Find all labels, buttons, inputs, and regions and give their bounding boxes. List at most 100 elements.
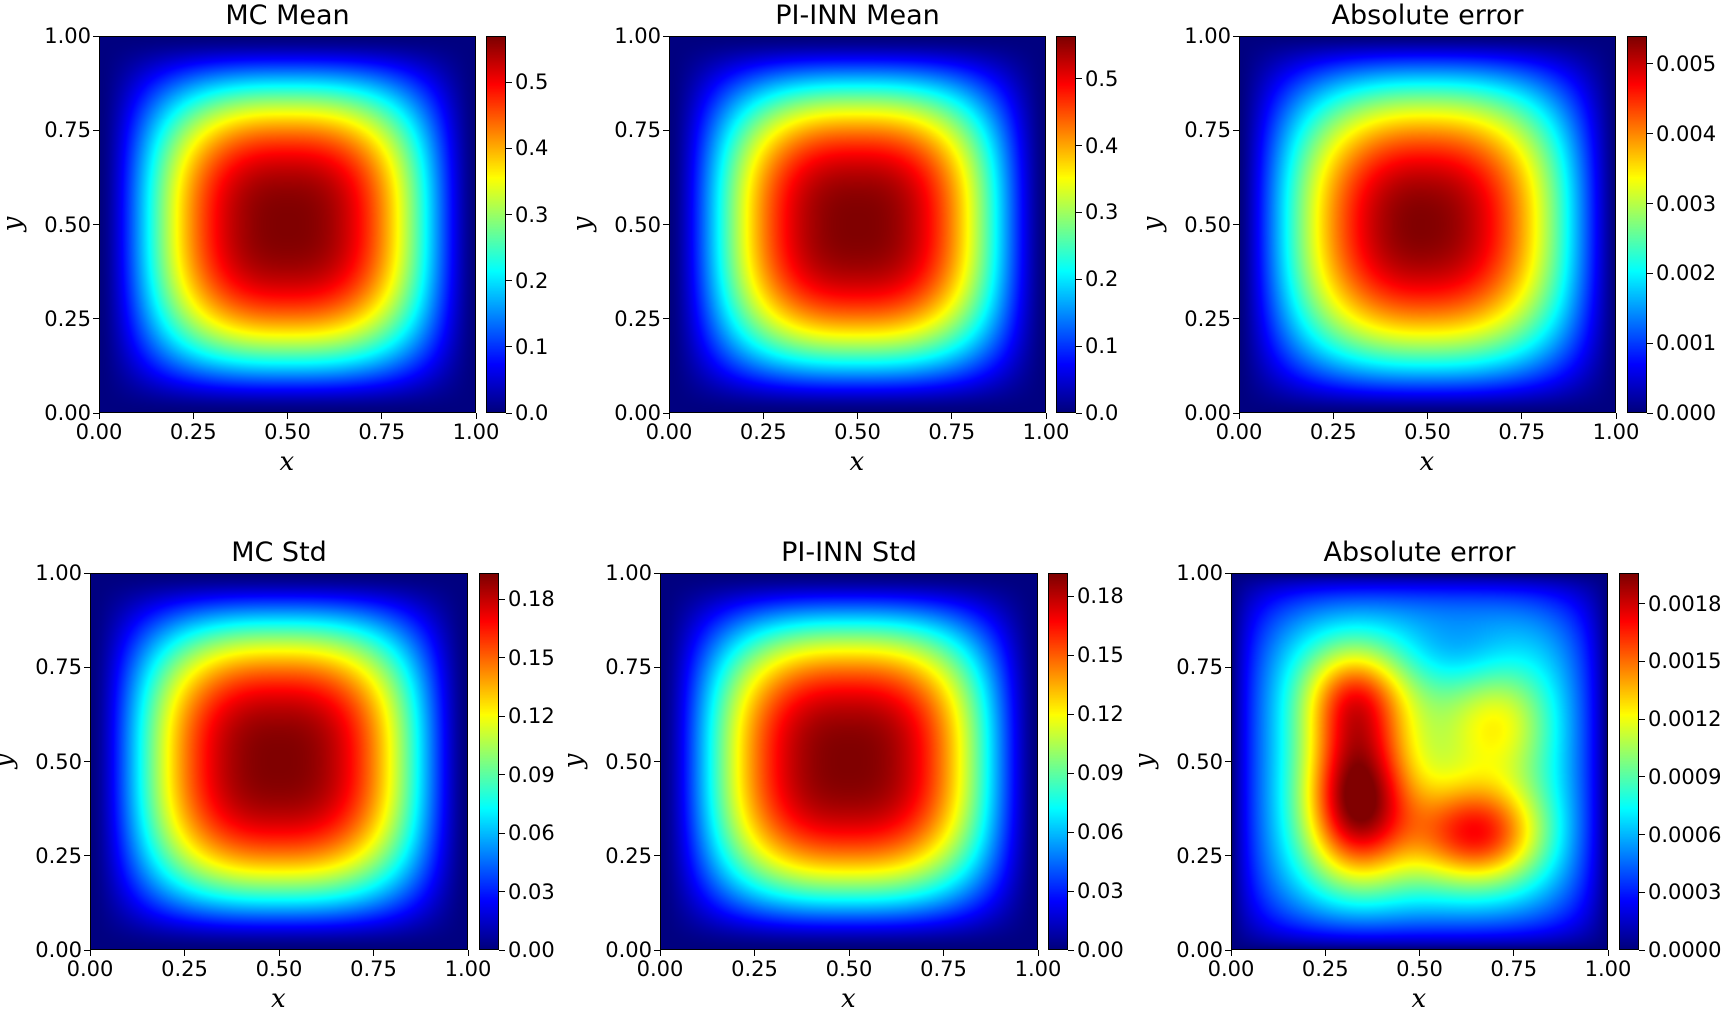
x-tick <box>951 413 953 419</box>
y-axis-label: y <box>558 753 589 768</box>
colorbar-tick-label: 0.12 <box>1077 702 1124 726</box>
x-tick-label: 0.50 <box>1396 957 1443 981</box>
y-tick-label: 0.50 <box>1184 212 1231 237</box>
colorbar-tick-label: 0.004 <box>1656 121 1717 146</box>
y-tick <box>1225 572 1231 574</box>
colorbar-tick-label: 0.3 <box>515 202 549 227</box>
y-tick <box>654 949 660 951</box>
x-tick <box>184 950 185 956</box>
colorbar-tick-label: 0.001 <box>1656 331 1717 356</box>
colorbar-tick-label: 0.03 <box>508 879 555 904</box>
x-tick <box>1332 413 1334 419</box>
x-tick <box>762 413 764 419</box>
x-tick-label: 1.00 <box>1592 420 1640 444</box>
x-axis-label: x <box>271 984 286 1014</box>
x-axis-label: x <box>841 984 856 1014</box>
y-tick-label: 0.25 <box>35 843 82 868</box>
colorbar-tick-label: 0.18 <box>1077 584 1124 608</box>
colorbar-tick <box>1068 890 1074 892</box>
x-tick-label: 0.75 <box>358 420 406 444</box>
x-tick <box>1615 413 1617 419</box>
y-tick <box>663 318 669 320</box>
colorbar-tick <box>1647 412 1653 414</box>
colorbar-tick <box>506 147 512 149</box>
x-tick-label: 0.25 <box>1309 420 1357 444</box>
y-tick-label: 0.00 <box>1184 401 1231 425</box>
colorbar-tick <box>506 81 512 83</box>
y-tick-label: 0.25 <box>1176 843 1223 868</box>
x-tick <box>89 950 91 956</box>
heatmap-axes <box>1239 36 1616 413</box>
x-tick <box>98 413 100 419</box>
x-tick <box>1427 413 1428 419</box>
x-tick-label: 0.50 <box>834 420 881 444</box>
x-tick-label: 0.00 <box>636 957 684 981</box>
x-tick <box>1521 413 1523 419</box>
colorbar <box>1056 36 1076 413</box>
x-tick-label: 0.25 <box>161 957 208 981</box>
y-tick <box>93 224 99 225</box>
colorbar-tick <box>499 715 505 717</box>
x-axis-label: x <box>1419 447 1435 477</box>
x-tick-label: 0.50 <box>825 957 873 981</box>
x-tick-label: 0.75 <box>1498 420 1546 444</box>
colorbar-tick-label: 0.005 <box>1656 51 1717 76</box>
heatmap-image <box>91 574 467 949</box>
heatmap-axes <box>90 573 468 950</box>
x-tick-label: 0.50 <box>264 420 311 444</box>
y-tick <box>1233 35 1239 37</box>
colorbar-tick-label: 0.0012 <box>1648 707 1722 732</box>
y-tick <box>1233 224 1239 225</box>
colorbar-gradient <box>1620 574 1638 949</box>
y-tick <box>1225 761 1231 762</box>
x-tick-label: 0.75 <box>350 957 397 981</box>
x-tick-label: 0.25 <box>739 420 787 444</box>
colorbar-tick <box>1076 211 1082 213</box>
x-tick <box>1037 950 1039 956</box>
x-tick <box>668 413 670 419</box>
y-tick-label: 1.00 <box>35 561 82 585</box>
colorbar-tick <box>1647 272 1653 274</box>
plot-title: PI-INN Std <box>781 537 917 568</box>
colorbar-tick-label: 0.2 <box>515 268 549 293</box>
colorbar <box>1627 36 1647 413</box>
colorbar-tick <box>1639 660 1645 662</box>
colorbar-tick <box>499 949 505 951</box>
colorbar-tick <box>1076 278 1082 280</box>
colorbar-tick <box>1068 772 1074 774</box>
x-tick <box>1324 950 1326 956</box>
colorbar-tick-label: 0.3 <box>1085 200 1119 225</box>
colorbar-tick <box>1639 776 1645 778</box>
colorbar-tick-label: 0.0009 <box>1648 764 1722 789</box>
colorbar-tick-label: 0.09 <box>1077 761 1124 785</box>
x-tick-label: 0.25 <box>731 957 778 981</box>
y-tick-label: 0.00 <box>44 401 91 425</box>
colorbar-tick <box>499 598 505 600</box>
x-tick-label: 0.00 <box>75 420 123 444</box>
y-tick-label: 0.75 <box>605 655 652 680</box>
x-tick <box>1419 950 1420 956</box>
y-tick-label: 0.50 <box>1176 749 1223 774</box>
colorbar-tick-label: 0.0 <box>1085 401 1119 425</box>
x-tick <box>373 950 374 956</box>
colorbar <box>486 36 506 413</box>
x-tick-label: 0.00 <box>1207 957 1255 981</box>
colorbar-tick-label: 0.18 <box>508 587 555 612</box>
y-tick-label: 0.75 <box>44 118 91 143</box>
y-tick <box>663 412 669 414</box>
x-tick-label: 0.25 <box>1301 957 1349 981</box>
colorbar-gradient <box>487 37 505 412</box>
colorbar-tick-label: 0.2 <box>1085 267 1119 292</box>
y-tick <box>84 572 90 574</box>
colorbar-tick <box>499 891 505 893</box>
y-tick-label: 0.75 <box>35 655 82 680</box>
x-tick-label: 0.50 <box>255 957 303 981</box>
colorbar-tick-label: 0.0015 <box>1648 649 1722 674</box>
colorbar-tick-label: 0.002 <box>1656 261 1717 286</box>
x-tick-label: 0.75 <box>1490 957 1538 981</box>
heatmap-axes <box>669 36 1046 413</box>
heatmap-axes <box>99 36 476 413</box>
x-tick <box>381 413 383 419</box>
colorbar <box>1048 573 1068 950</box>
y-tick <box>84 949 90 951</box>
